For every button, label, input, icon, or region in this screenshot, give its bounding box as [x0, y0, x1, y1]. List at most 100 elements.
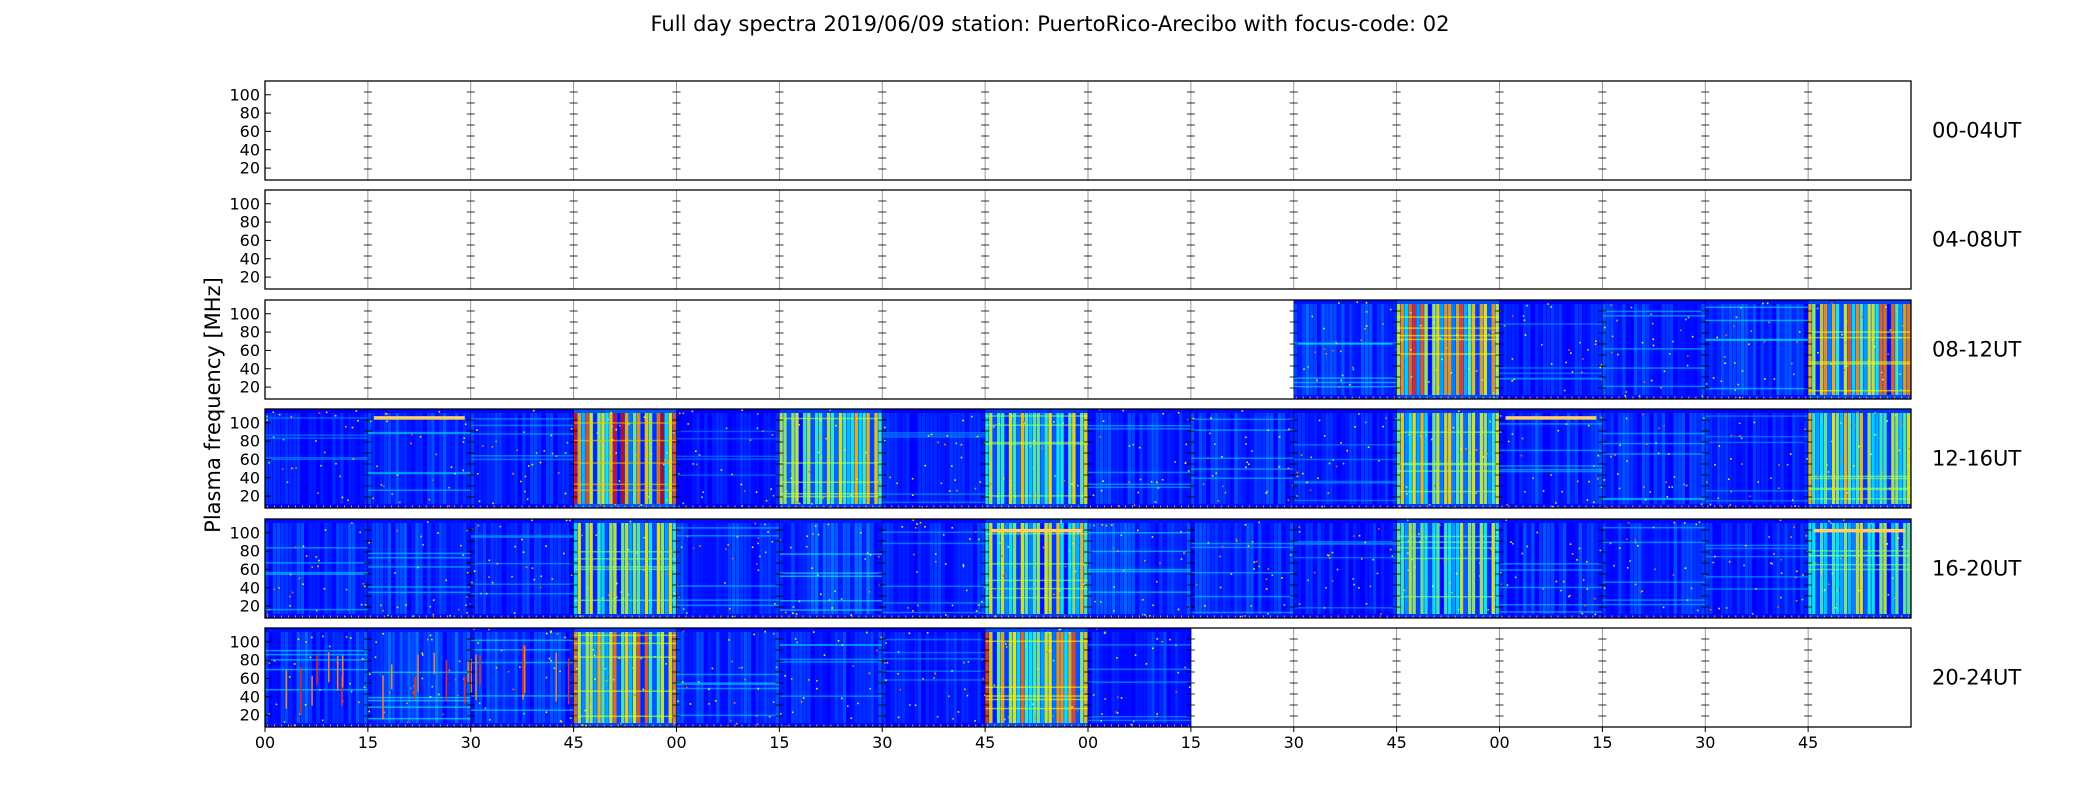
- y-tick-label: 100: [229, 413, 260, 432]
- x-tick-label: 30: [1284, 733, 1304, 752]
- row-label: 20-24UT: [1932, 666, 2021, 690]
- y-tick-label: 20: [240, 487, 260, 506]
- spectrogram-segment: [882, 628, 986, 727]
- spectrogram-segment: [1705, 519, 1809, 618]
- spectrogram-segment: [1705, 300, 1809, 399]
- x-axis: 00 15 30 45 00 15 30 45 00 15 30 45 00 15 30 45: [255, 727, 1818, 752]
- x-tick-label: 45: [1386, 733, 1406, 752]
- spectrogram-segment: [985, 628, 1089, 727]
- y-tick-label: 40: [240, 468, 260, 487]
- spectrogram-segment: [573, 628, 677, 727]
- spectrogram-segment: [1808, 300, 1911, 399]
- spectrogram-segment: [573, 519, 678, 618]
- row-label: 16-20UT: [1932, 557, 2021, 581]
- spectrogram-segment: [265, 409, 369, 508]
- y-tick-label: 60: [240, 560, 260, 579]
- spectrogram-segment: [1602, 519, 1707, 618]
- spectrogram-segment: [1602, 409, 1706, 508]
- spectrogram-segment: [676, 409, 780, 508]
- spectrogram-segment: [573, 409, 677, 508]
- spectrogram-segment: [1088, 519, 1193, 618]
- row-label: 08-12UT: [1932, 338, 2021, 362]
- spectrogram-segment: [1190, 409, 1295, 508]
- y-tick-label: 20: [240, 706, 260, 725]
- frequency-band: [373, 416, 465, 420]
- spectrogram-segment: [1088, 628, 1192, 727]
- frequency-band: [991, 528, 1082, 533]
- spectra-panel-3: [265, 409, 1911, 508]
- y-tick-label: 100: [229, 523, 260, 542]
- spectrogram-segment: [1808, 409, 1911, 508]
- spectrogram-segment: [779, 519, 883, 618]
- y-tick-label: 60: [240, 669, 260, 688]
- spectrogram-segment: [985, 409, 1089, 508]
- y-tick-label: 100: [229, 85, 260, 104]
- spectrogram-segment: [882, 409, 986, 508]
- row-label: 00-04UT: [1932, 119, 2021, 143]
- y-tick-label: 100: [229, 304, 260, 323]
- spectrogram-segment: [265, 519, 369, 618]
- spectrogram-segment: [676, 628, 780, 727]
- spectrogram-segment: [1808, 519, 1911, 618]
- spectrogram-segment: [676, 519, 781, 618]
- frequency-band: [1814, 528, 1905, 533]
- x-tick-label: 45: [1798, 733, 1818, 752]
- spectrogram-segment: [367, 628, 472, 727]
- spectrogram-segment: [470, 519, 575, 618]
- y-tick-label: 20: [240, 159, 260, 178]
- spectrogram-segment: [779, 409, 884, 508]
- y-tick-label: 100: [229, 194, 260, 213]
- spectrogram-segment: [882, 519, 987, 618]
- spectrogram-segment: [1396, 519, 1501, 618]
- spectrogram-segment: [367, 409, 472, 508]
- spectrogram-segment: [367, 519, 472, 618]
- x-tick-label: 45: [563, 733, 583, 752]
- spectra-panel-5: [265, 628, 1192, 727]
- x-tick-label: 00: [1078, 733, 1098, 752]
- spectrogram-segment: [1088, 409, 1192, 508]
- x-tick-label: 15: [1181, 733, 1201, 752]
- y-tick-label: 60: [240, 231, 260, 250]
- y-tick-label: 60: [240, 450, 260, 469]
- spectrogram-segment: [1293, 519, 1398, 618]
- spectrogram-segment: [1499, 409, 1603, 508]
- x-tick-label: 45: [975, 733, 995, 752]
- chart-title: Full day spectra 2019/06/09 station: Pue…: [650, 12, 1450, 36]
- y-tick-label: 80: [240, 542, 260, 561]
- y-tick-label: 40: [240, 687, 260, 706]
- x-tick-label: 30: [1695, 733, 1715, 752]
- spectrogram-segment: [1602, 300, 1706, 399]
- spectra-panel-2: [1293, 300, 1911, 399]
- spectrogram-segment: [1499, 519, 1603, 618]
- y-tick-label: 40: [240, 140, 260, 159]
- row-label: 04-08UT: [1932, 228, 2021, 252]
- y-tick-label: 80: [240, 651, 260, 670]
- spectrogram-segment: [1705, 409, 1810, 508]
- frequency-band: [1505, 416, 1597, 420]
- y-tick-label: 40: [240, 249, 260, 268]
- y-tick-label: 80: [240, 213, 260, 232]
- y-tick-label: 40: [240, 359, 260, 378]
- y-tick-label: 80: [240, 432, 260, 451]
- y-tick-label: 20: [240, 597, 260, 616]
- spectrogram-segment: [1190, 519, 1295, 618]
- y-tick-label: 40: [240, 578, 260, 597]
- spectrogram-segment: [1499, 300, 1604, 399]
- spectrogram-segment: [985, 519, 1089, 618]
- y-tick-label: 20: [240, 378, 260, 397]
- x-tick-label: 00: [255, 733, 275, 752]
- x-tick-label: 15: [769, 733, 789, 752]
- spectra-panel-4: [265, 519, 1911, 618]
- y-tick-label: 60: [240, 341, 260, 360]
- x-tick-label: 30: [872, 733, 892, 752]
- spectrogram-segment: [1293, 300, 1398, 399]
- x-tick-label: 15: [358, 733, 378, 752]
- y-tick-label: 80: [240, 104, 260, 123]
- x-tick-label: 00: [666, 733, 686, 752]
- y-tick-label: 80: [240, 323, 260, 342]
